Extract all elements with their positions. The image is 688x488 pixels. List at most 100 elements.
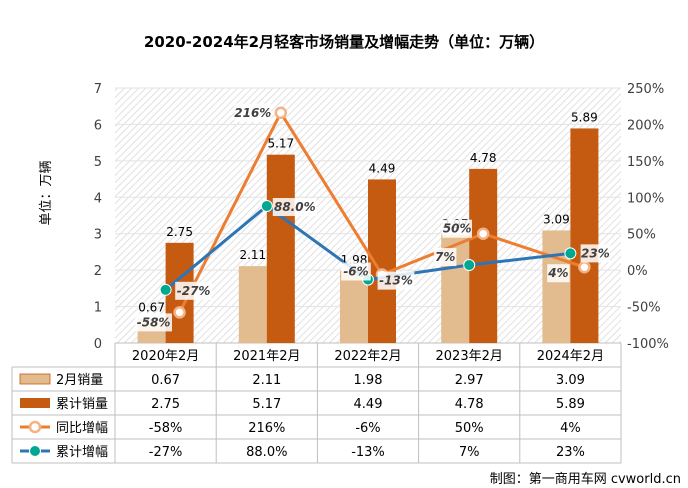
category-label: 2020年2月 (132, 349, 199, 364)
table-cell: 2.75 (151, 397, 180, 412)
line-value-label: -27% (177, 284, 211, 298)
watermark: 制图：第一商用车网 cvworld.cn (490, 471, 681, 487)
bar-value-label: 2.75 (166, 225, 193, 239)
yoy-marker (476, 227, 490, 240)
table-cell: 1.98 (354, 373, 383, 388)
bar-cumulative-sales (570, 128, 599, 343)
bar-value-label: 2.11 (239, 248, 266, 262)
data-labels: 0.672.111.982.973.092.755.174.494.785.89… (135, 103, 611, 332)
bar-value-label: 3.09 (543, 212, 570, 226)
y2-tick-label: -100% (627, 337, 669, 352)
cumulative-value-label: 88.0% (272, 198, 317, 217)
legend-label: 累计增幅 (56, 445, 108, 460)
category-label: 2023年2月 (436, 349, 503, 364)
bar-cumulative-sales (469, 168, 498, 343)
cumulative-marker (159, 283, 172, 296)
cumulative-value-label: -13% (377, 271, 415, 290)
legend-label: 累计销量 (56, 397, 108, 412)
y2-tick-label: 150% (627, 155, 664, 170)
table-cell: 4.78 (455, 397, 484, 412)
bar-value-label: 4.49 (369, 161, 396, 175)
table-cell: 23% (556, 445, 585, 460)
label-box (434, 248, 457, 267)
bar-feb-sales (542, 230, 571, 343)
cumulative-value-label: 23% (580, 244, 611, 263)
yoy-value-label: 50% (442, 219, 472, 238)
table-cell: 7% (459, 445, 480, 460)
table-cell: 88.0% (246, 445, 287, 460)
bar-value-label: 5.89 (571, 110, 598, 124)
y-tick-label: 0 (94, 337, 102, 352)
table-cell: 0.67 (151, 373, 180, 388)
table-cell: -13% (351, 445, 385, 460)
category-label: 2022年2月 (334, 349, 401, 364)
line-value-label: -13% (379, 274, 413, 288)
data-table: 2020年2月 2021年2月 2022年2月 2023年2月 2024年2月 2月销量 0… (11, 343, 622, 464)
table-cell: 5.17 (252, 397, 281, 412)
y-axis-left: 0 1 2 3 4 5 6 7 (94, 82, 102, 352)
table-cell: -6% (355, 421, 380, 436)
table-cell: 4.49 (354, 397, 383, 412)
bar-cumulative-sales (266, 154, 295, 343)
y2-tick-label: 250% (627, 82, 664, 97)
y2-tick-label: 200% (627, 118, 664, 133)
legend-key (20, 398, 50, 408)
line-value-label: 7% (435, 250, 455, 264)
cumulative-marker (564, 247, 577, 260)
label-box (341, 262, 371, 281)
line-value-label: 216% (234, 106, 271, 120)
legend-marker (28, 420, 42, 434)
category-label: 2021年2月 (233, 349, 300, 364)
y2-tick-label: 50% (627, 228, 656, 243)
bar-feb-sales (238, 266, 267, 343)
cumulative-value-label: -27% (175, 281, 212, 300)
line-value-label: 50% (443, 222, 472, 236)
label-box (442, 219, 472, 238)
y-tick-label: 4 (94, 191, 102, 206)
yoy-value-label: -6% (341, 262, 371, 281)
y-tick-label: 2 (94, 264, 102, 279)
legend-marker (29, 445, 41, 457)
bar-value-label: 4.78 (470, 151, 497, 165)
line-value-label: 4% (547, 266, 568, 280)
label-box (272, 198, 317, 217)
y-tick-label: 1 (94, 301, 102, 316)
y-tick-label: 6 (94, 118, 102, 133)
table-cell: 5.89 (556, 397, 585, 412)
label-box (234, 103, 272, 122)
category-label: 2024年2月 (537, 349, 604, 364)
y2-tick-label: -50% (627, 301, 661, 316)
y2-tick-label: 100% (627, 191, 664, 206)
yoy-marker (578, 260, 591, 274)
line-value-label: -58% (137, 315, 171, 329)
line-value-label: 23% (581, 246, 610, 260)
line-value-label: 88.0% (274, 200, 316, 214)
table-cell: 3.09 (556, 373, 585, 388)
y-tick-label: 3 (94, 228, 102, 243)
y-tick-label: 7 (94, 82, 102, 97)
cumulative-marker (260, 200, 273, 213)
label-box (547, 264, 570, 283)
yoy-value-label: -58% (135, 313, 172, 332)
table-cell: -27% (149, 445, 183, 460)
y-tick-label: 5 (94, 155, 102, 170)
cumulative-marker (463, 259, 476, 272)
table-cell: 4% (560, 421, 581, 436)
bar-value-label: 5.17 (267, 137, 294, 151)
label-box (135, 313, 172, 332)
y2-tick-label: 0% (627, 264, 648, 279)
yoy-value-label: 4% (547, 264, 570, 283)
legend-label: 同比增幅 (56, 421, 108, 436)
legend-label: 2月销量 (56, 373, 103, 388)
cumulative-value-label: 7% (434, 248, 457, 267)
y-axis-right: -100% -50% 0% 50% 100% 150% 200% 250% (627, 82, 669, 352)
line-value-label: -6% (343, 265, 368, 279)
table-cell: 216% (248, 421, 285, 436)
yoy-marker (274, 106, 288, 120)
table-cell: 2.11 (252, 373, 281, 388)
y-axis-label: 单位：万辆 (39, 160, 54, 225)
yoy-marker (173, 306, 186, 319)
table-cell: -58% (149, 421, 183, 436)
table-cell: 50% (455, 421, 484, 436)
